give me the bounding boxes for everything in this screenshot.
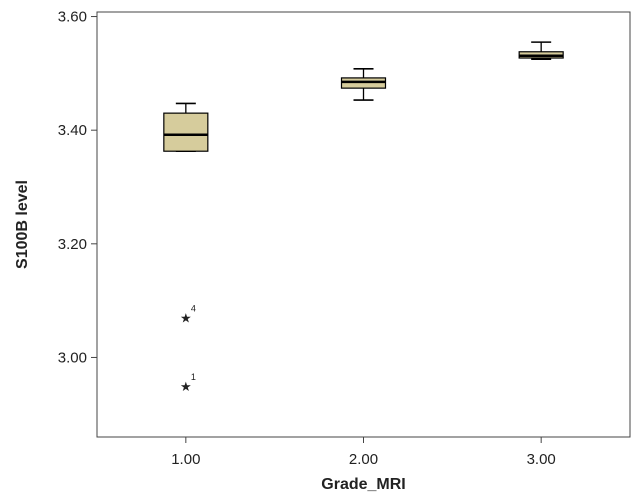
y-tick-label: 3.60 [58, 9, 87, 26]
x-tick-label: 3.00 [527, 451, 556, 468]
x-tick-label: 1.00 [171, 451, 200, 468]
outlier-star: ★ [180, 312, 192, 327]
y-tick-label: 3.20 [58, 236, 87, 253]
x-axis-title: Grade_MRI [321, 476, 405, 493]
outlier-star: ★ [180, 380, 192, 395]
outlier-label: 4 [191, 304, 196, 314]
outlier-label: 1 [191, 372, 196, 382]
y-tick-label: 3.40 [58, 122, 87, 139]
box-iqr [163, 112, 209, 152]
y-tick-label: 3.00 [58, 349, 87, 366]
y-axis-title: S100B level [14, 180, 31, 269]
x-tick-label: 2.00 [349, 451, 378, 468]
